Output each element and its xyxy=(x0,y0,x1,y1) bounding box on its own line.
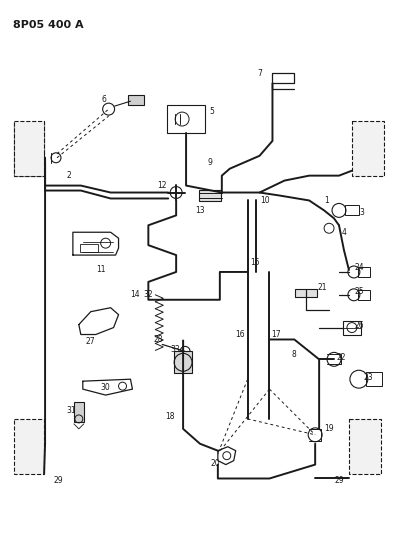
Text: 3: 3 xyxy=(359,208,364,217)
Text: 29: 29 xyxy=(334,476,344,485)
Text: 30: 30 xyxy=(101,383,111,392)
Bar xyxy=(14,419,44,473)
Bar xyxy=(358,290,370,300)
Text: 11: 11 xyxy=(96,265,106,274)
Text: 6: 6 xyxy=(101,95,106,104)
Text: 25: 25 xyxy=(354,287,364,296)
Text: 22: 22 xyxy=(336,353,346,362)
Bar xyxy=(295,289,317,297)
Bar xyxy=(352,121,384,176)
Bar xyxy=(80,244,98,252)
Text: 5: 5 xyxy=(210,107,214,116)
Bar xyxy=(366,372,382,386)
Text: 28: 28 xyxy=(154,335,163,344)
Bar xyxy=(343,321,361,335)
Text: 19: 19 xyxy=(324,424,334,433)
Bar xyxy=(14,122,44,176)
Text: 27: 27 xyxy=(86,337,96,346)
Text: 8: 8 xyxy=(292,350,297,359)
Text: 16: 16 xyxy=(235,330,245,339)
Text: 17: 17 xyxy=(271,330,281,339)
Text: 4: 4 xyxy=(342,228,346,237)
Text: 13: 13 xyxy=(195,206,205,215)
Text: 10: 10 xyxy=(260,196,269,205)
Bar xyxy=(358,267,370,277)
Text: 32: 32 xyxy=(143,290,153,300)
Text: 21: 21 xyxy=(317,284,327,292)
Bar xyxy=(128,95,144,105)
Bar xyxy=(167,105,205,133)
Text: 1: 1 xyxy=(324,196,329,205)
Text: 23: 23 xyxy=(364,373,374,382)
Text: 24: 24 xyxy=(354,263,364,272)
Bar xyxy=(345,205,359,215)
Text: 33: 33 xyxy=(170,345,180,354)
Text: 29: 29 xyxy=(53,476,63,485)
Bar xyxy=(14,121,44,176)
Bar xyxy=(199,190,221,201)
Text: 26: 26 xyxy=(354,321,364,330)
Bar xyxy=(349,419,381,473)
Text: 2: 2 xyxy=(67,171,71,180)
Text: 8P05 400 A: 8P05 400 A xyxy=(13,20,84,30)
Text: 9: 9 xyxy=(208,158,212,167)
Text: 15: 15 xyxy=(250,257,259,266)
Text: 31: 31 xyxy=(66,407,76,416)
Text: 7: 7 xyxy=(257,69,262,78)
Text: 14: 14 xyxy=(131,290,140,300)
Text: 20: 20 xyxy=(210,459,220,468)
Bar xyxy=(74,402,84,422)
Text: 12: 12 xyxy=(158,181,167,190)
Bar xyxy=(174,351,192,373)
Text: 18: 18 xyxy=(165,413,175,422)
